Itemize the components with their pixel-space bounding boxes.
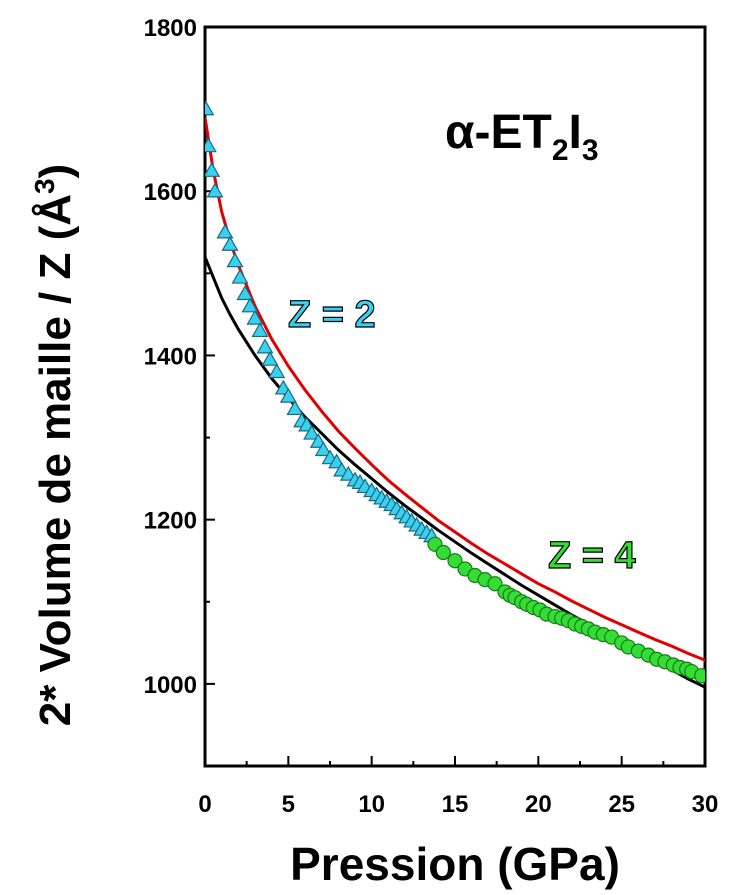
x-tick-label: 20 xyxy=(525,791,552,818)
x-tick-label: 15 xyxy=(442,791,469,818)
x-tick-labels: 0 5 10 15 20 25 30 xyxy=(198,791,718,818)
fit-curve-red xyxy=(205,117,705,662)
triangle-point xyxy=(205,100,215,116)
triangle-point xyxy=(221,235,239,251)
title-mid: I xyxy=(569,106,582,159)
y-tick-label: 1600 xyxy=(144,179,197,206)
x-tick-label: 10 xyxy=(358,791,385,818)
x-tick-label: 30 xyxy=(692,791,719,818)
triangle-point xyxy=(226,252,244,268)
triangle-point xyxy=(279,387,297,403)
y-label-end: ) xyxy=(31,164,80,179)
y-tick-label: 1800 xyxy=(144,15,197,42)
circle-point xyxy=(435,544,451,561)
triangle-point xyxy=(261,350,279,366)
title-base: α-ET xyxy=(445,106,552,159)
data-points xyxy=(205,100,705,684)
y-axis-label: 2* Volume de maille / Z (Å3) xyxy=(29,164,80,726)
x-tick-label: 25 xyxy=(608,791,635,818)
triangle-point xyxy=(231,268,249,284)
annotation-z2: Z = 2 xyxy=(288,294,376,336)
triangle-point xyxy=(241,297,259,313)
chart-title: α-ET2I3 xyxy=(445,106,599,167)
circle-point xyxy=(487,576,503,592)
x-tick-label: 5 xyxy=(282,791,295,818)
triangle-point xyxy=(206,182,224,198)
y-label-sup: 3 xyxy=(29,178,60,194)
x-axis-label: Pression (GPa) xyxy=(290,838,620,890)
triangle-point xyxy=(246,309,264,325)
y-tick-labels: 1000 1200 1400 1600 1800 xyxy=(144,15,197,699)
triangle-point xyxy=(303,424,321,440)
y-tick-label: 1200 xyxy=(144,508,197,535)
triangle-point xyxy=(205,161,221,177)
triangle-point xyxy=(268,363,286,379)
triangle-point xyxy=(216,223,234,239)
triangle-point xyxy=(314,441,332,457)
fit-curves xyxy=(205,117,705,689)
triangle-point xyxy=(236,285,254,301)
triangle-point xyxy=(251,322,269,338)
circle-point xyxy=(694,668,705,684)
y-tick-label: 1000 xyxy=(144,672,197,699)
triangle-point xyxy=(205,137,217,153)
triangle-point xyxy=(256,338,274,354)
title-sub2: 3 xyxy=(582,134,599,167)
x-tick-label: 0 xyxy=(198,791,211,818)
title-sub1: 2 xyxy=(552,134,569,167)
y-label-base: 2* Volume de maille / Z (Å xyxy=(31,194,80,726)
annotation-z4: Z = 4 xyxy=(548,535,636,577)
circle-point xyxy=(447,553,463,569)
triangle-point xyxy=(286,400,304,416)
y-tick-label: 1400 xyxy=(144,343,197,370)
fit-curve-black xyxy=(205,256,705,689)
